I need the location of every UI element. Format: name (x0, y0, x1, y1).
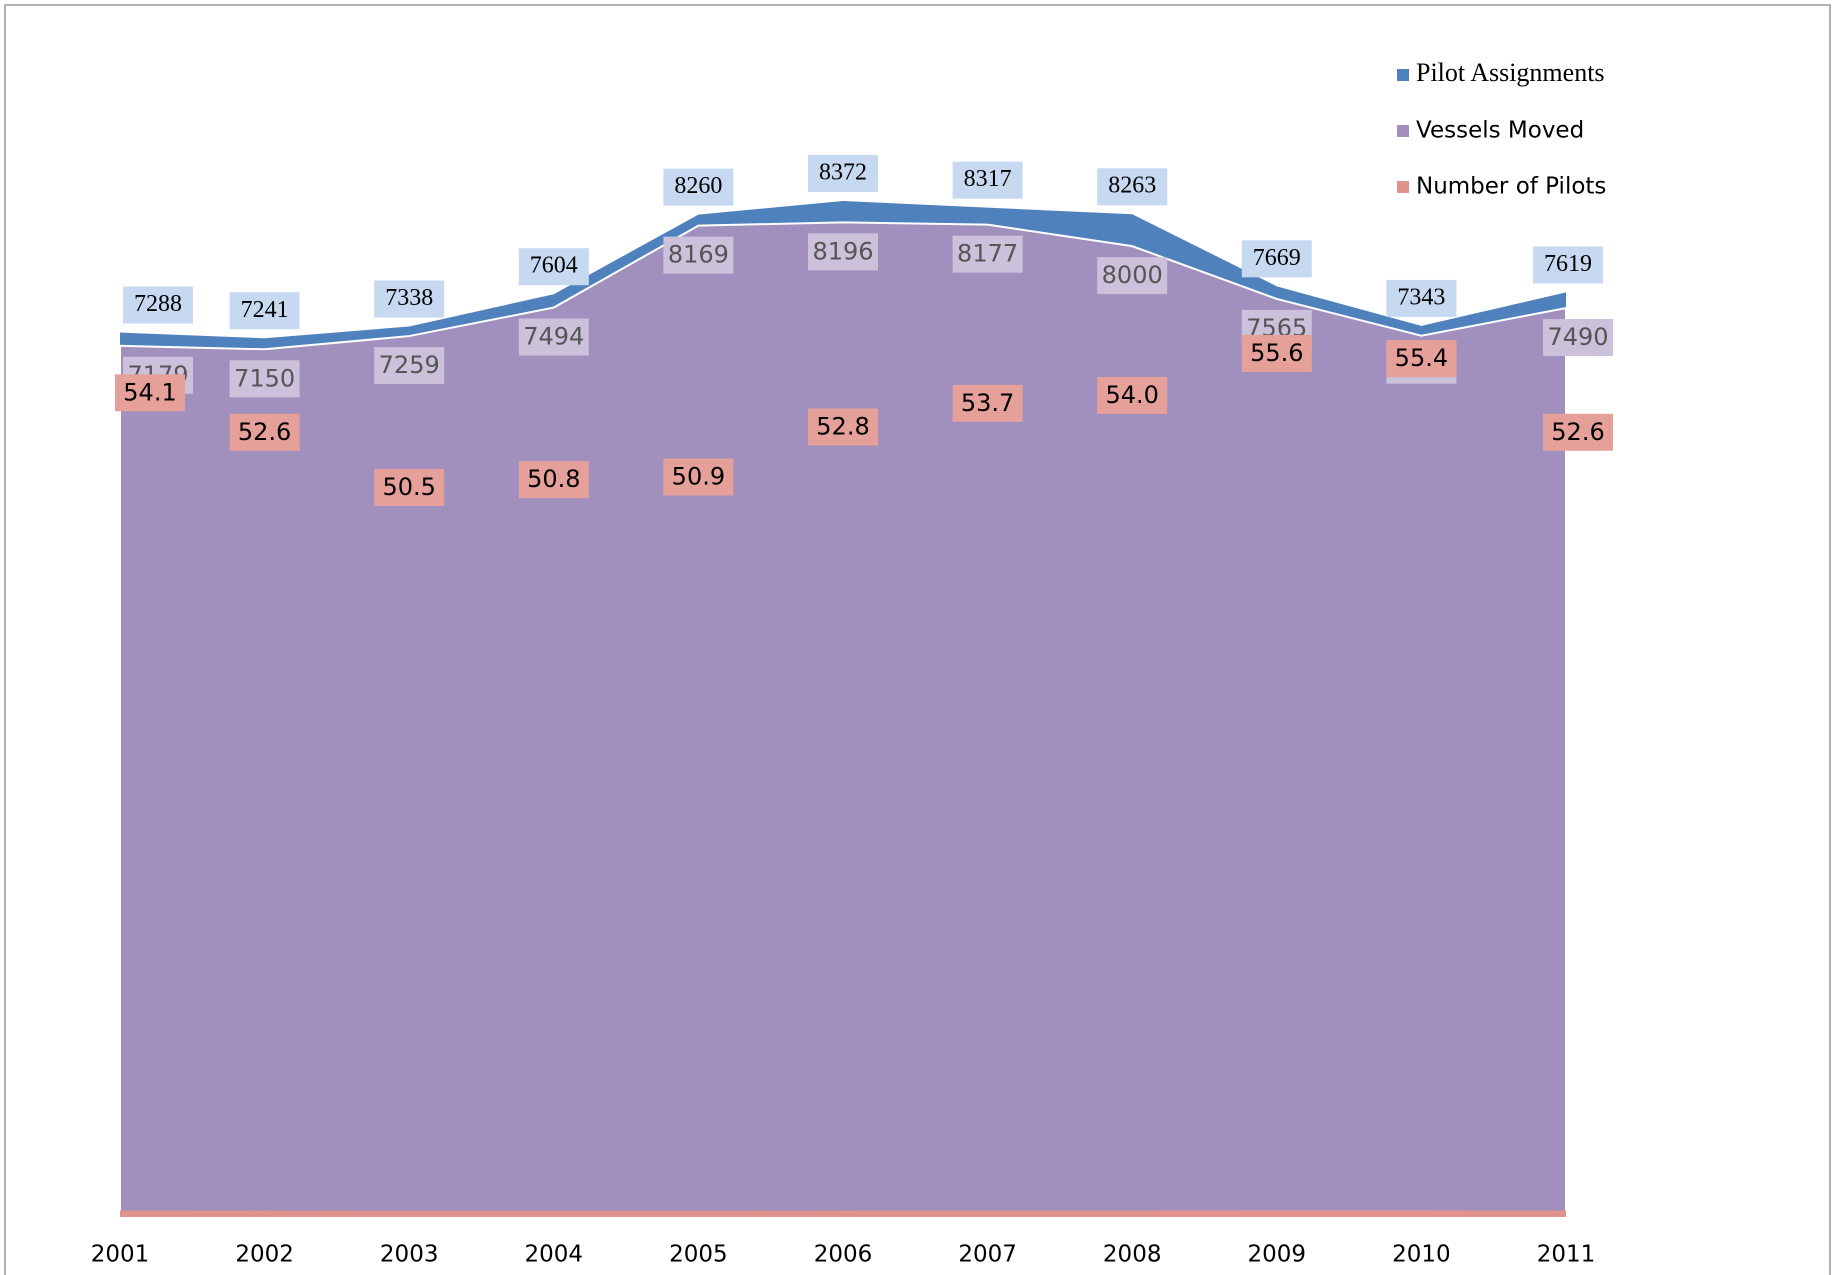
data-label: 54.1 (123, 378, 176, 406)
x-tick-label: 2011 (1537, 1242, 1596, 1268)
data-label: 50.5 (382, 473, 435, 501)
data-label: 52.8 (816, 413, 869, 441)
legend-swatch (1397, 125, 1409, 137)
area (119, 221, 1567, 1218)
data-label: 54.0 (1105, 381, 1158, 409)
data-label-bg (374, 469, 445, 506)
data-label-bg (808, 233, 878, 271)
data-label-bg (663, 236, 734, 274)
data-label: 8196 (812, 237, 873, 265)
x-tick-label: 2006 (814, 1242, 873, 1268)
data-label: 7259 (379, 351, 440, 379)
data-label-bg (518, 461, 589, 499)
data-label-bg (123, 286, 193, 324)
data-label-bg (518, 248, 589, 286)
data-label: 8317 (964, 166, 1012, 192)
data-label: 52.6 (1551, 418, 1604, 446)
data-label-bg (808, 408, 878, 446)
data-label: 7343 (1397, 284, 1445, 310)
x-tick-label: 2005 (669, 1242, 728, 1268)
data-label: 50.9 (672, 462, 725, 490)
data-label-bg (1241, 334, 1312, 372)
legend-swatch (1397, 181, 1409, 193)
x-tick-label: 2007 (958, 1242, 1017, 1268)
data-label-bg (1097, 376, 1168, 414)
data-label-bg (229, 360, 300, 398)
x-tick-label: 2009 (1248, 1242, 1307, 1268)
area (120, 1210, 1566, 1217)
data-label: 7150 (234, 364, 295, 392)
data-label: 8177 (957, 240, 1018, 268)
x-tick-label: 2002 (235, 1242, 294, 1268)
data-label-bg (1543, 413, 1613, 451)
data-label: 7490 (1547, 323, 1608, 351)
data-label-bg (1533, 246, 1603, 284)
data-label: 8169 (668, 241, 729, 269)
data-label: 55.6 (1250, 339, 1303, 367)
data-label-bg (1241, 240, 1312, 278)
data-label-bg (1097, 168, 1168, 206)
data-label: 8372 (819, 160, 867, 186)
data-label-bg (115, 374, 185, 412)
legend-label: Pilot Assignments (1416, 58, 1605, 87)
data-label-bg (1097, 257, 1168, 295)
data-label-bg (808, 155, 878, 192)
data-label-bg (952, 384, 1023, 422)
data-label: 50.8 (527, 465, 580, 493)
data-label: 7288 (134, 291, 182, 317)
data-label: 7619 (1544, 251, 1592, 277)
data-label: 8260 (674, 173, 722, 199)
data-label: 7241 (241, 297, 289, 323)
chart-border (4, 4, 1831, 1275)
legend-label: Number of Pilots (1416, 174, 1606, 200)
x-tick-label: 2010 (1392, 1242, 1451, 1268)
data-label: 7338 (385, 285, 433, 311)
legend-swatch (1397, 69, 1409, 81)
data-label: 52.6 (238, 418, 291, 446)
data-label-bg (1386, 279, 1457, 317)
data-label-bg (374, 347, 445, 385)
data-label-bg (1386, 340, 1457, 378)
data-label-bg (952, 235, 1023, 273)
data-label-bg (663, 458, 734, 496)
data-label: 8000 (1102, 261, 1163, 289)
data-label: 7494 (523, 323, 584, 351)
data-label-bg (374, 280, 445, 318)
data-label: 53.7 (961, 389, 1014, 417)
data-label: 7669 (1253, 245, 1301, 271)
x-tick-label: 2004 (525, 1242, 584, 1268)
data-label-bg (229, 413, 300, 451)
data-label-bg (952, 161, 1023, 199)
data-label-bg (518, 318, 589, 356)
data-label-bg (1543, 319, 1613, 357)
x-tick-label: 2008 (1103, 1242, 1162, 1268)
data-label: 7604 (530, 253, 578, 279)
x-tick-label: 2001 (91, 1242, 150, 1268)
data-label-bg (229, 292, 300, 330)
x-tick-label: 2003 (380, 1242, 439, 1268)
data-label: 8263 (1108, 173, 1156, 199)
legend-label: Vessels Moved (1416, 118, 1584, 144)
data-label-bg (663, 168, 734, 206)
data-label: 55.4 (1395, 344, 1448, 372)
